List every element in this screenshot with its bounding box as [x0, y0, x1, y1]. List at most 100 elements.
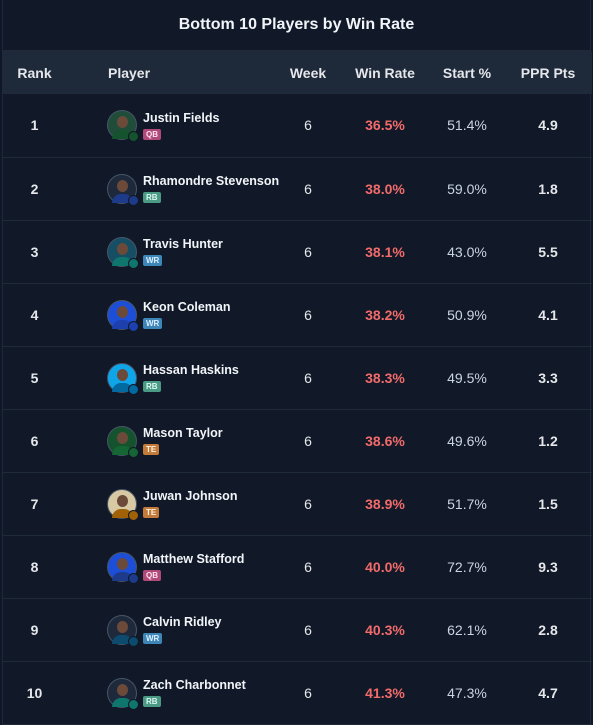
- player-cell: Juwan Johnson TE: [66, 472, 276, 535]
- player-cell: Mason Taylor TE: [66, 409, 276, 472]
- ppr-pts-cell: 1.2: [538, 432, 558, 449]
- player-name[interactable]: Calvin Ridley: [143, 615, 222, 629]
- table-body: 1 Justin Fields QB 6 36.5% 51.4% 4.9 2: [3, 94, 592, 724]
- position-badge: RB: [143, 192, 161, 203]
- ppr-pts-cell: 2.8: [538, 621, 558, 638]
- player-jersey-icon: [112, 634, 133, 644]
- position-badge: TE: [143, 444, 160, 455]
- player-info[interactable]: Matthew Stafford QB: [66, 551, 276, 584]
- position-badge: QB: [143, 128, 161, 140]
- table-row[interactable]: 1 Justin Fields QB 6 36.5% 51.4% 4.9: [3, 94, 592, 157]
- player-avatar: [107, 236, 139, 269]
- ppr-pts-cell: 9.3: [538, 558, 558, 575]
- player-info[interactable]: Travis Hunter WR: [66, 236, 276, 269]
- column-header-win-rate[interactable]: Win Rate: [355, 64, 415, 81]
- player-cell: Calvin Ridley WR: [66, 598, 276, 661]
- player-jersey-icon: [112, 571, 133, 581]
- start-pct-cell: 59.0%: [447, 180, 487, 197]
- column-header-week[interactable]: Week: [289, 64, 327, 81]
- player-avatar: [107, 614, 139, 647]
- team-logo-icon: [128, 635, 139, 647]
- position-badge: WR: [143, 255, 163, 266]
- column-header-rank[interactable]: Rank: [17, 64, 52, 81]
- week-cell: 6: [304, 558, 312, 575]
- player-name[interactable]: Justin Fields: [143, 110, 220, 125]
- player-jersey-icon: [112, 193, 133, 203]
- player-name[interactable]: Keon Coleman: [143, 300, 231, 314]
- player-name[interactable]: Juwan Johnson: [143, 489, 238, 503]
- player-jersey-icon: [112, 508, 133, 518]
- player-avatar: [107, 425, 139, 458]
- player-info[interactable]: Justin Fields QB: [66, 110, 276, 143]
- player-name[interactable]: Rhamondre Stevenson: [143, 174, 280, 188]
- players-table: Rank Player Week Win Rate Start % PPR Pt…: [3, 51, 592, 725]
- table-row[interactable]: 5 Hassan Haskins RB 6 38.3% 49.5% 3.3: [3, 346, 592, 409]
- player-info[interactable]: Calvin Ridley WR: [66, 614, 276, 647]
- team-logo-icon: [128, 383, 139, 395]
- column-header-ppr-pts[interactable]: PPR Pts: [520, 64, 576, 81]
- start-pct-cell: 62.1%: [447, 621, 487, 638]
- table-row[interactable]: 2 Rhamondre Stevenson RB 6 38.0% 59.0% 1…: [3, 157, 592, 220]
- team-logo-icon: [128, 509, 139, 521]
- player-head-icon: [117, 305, 128, 318]
- start-pct-cell: 50.9%: [447, 306, 487, 323]
- player-text: Rhamondre Stevenson RB: [143, 174, 279, 203]
- team-logo-icon: [128, 194, 139, 206]
- win-rate-cell: 38.9%: [365, 495, 405, 512]
- rank-cell: 4: [30, 306, 39, 323]
- player-avatar: [107, 551, 139, 584]
- player-name[interactable]: Matthew Stafford: [143, 552, 245, 566]
- team-logo-icon: [128, 320, 139, 332]
- table-row[interactable]: 10 Zach Charbonnet RB 6 41.3% 47.3% 4.7: [3, 661, 592, 724]
- week-cell: 6: [304, 369, 312, 386]
- rank-cell: 8: [30, 558, 39, 575]
- player-jersey-icon: [112, 256, 133, 266]
- week-cell: 6: [304, 684, 312, 701]
- player-info[interactable]: Zach Charbonnet RB: [66, 677, 276, 710]
- player-name[interactable]: Travis Hunter: [143, 237, 223, 251]
- table-row[interactable]: 6 Mason Taylor TE 6 38.6% 49.6% 1.2: [3, 409, 592, 472]
- position-badge: TE: [143, 507, 160, 518]
- table-row[interactable]: 9 Calvin Ridley WR 6 40.3% 62.1% 2.8: [3, 598, 592, 661]
- player-avatar: [107, 110, 139, 143]
- player-avatar: [107, 173, 139, 206]
- rank-cell: 6: [30, 432, 39, 449]
- player-name[interactable]: Zach Charbonnet: [143, 678, 246, 692]
- table-row[interactable]: 8 Matthew Stafford QB 6 40.0% 72.7% 9.3: [3, 535, 592, 598]
- position-badge: WR: [143, 318, 163, 329]
- player-head-icon: [117, 179, 128, 192]
- table-row[interactable]: 7 Juwan Johnson TE 6 38.9% 51.7% 1.5: [3, 472, 592, 535]
- table-row[interactable]: 3 Travis Hunter WR 6 38.1% 43.0% 5.5: [3, 220, 592, 283]
- player-info[interactable]: Mason Taylor TE: [66, 425, 276, 458]
- column-header-player[interactable]: Player: [108, 64, 151, 81]
- start-pct-cell: 49.6%: [447, 432, 487, 449]
- player-info[interactable]: Hassan Haskins RB: [66, 362, 276, 395]
- player-avatar: [107, 677, 139, 710]
- player-cell: Travis Hunter WR: [66, 220, 276, 283]
- player-info[interactable]: Rhamondre Stevenson RB: [66, 173, 279, 206]
- player-head-icon: [117, 494, 128, 507]
- rank-cell: 10: [26, 684, 43, 701]
- player-jersey-icon: [112, 445, 133, 455]
- win-rate-cell: 40.3%: [365, 621, 405, 638]
- player-cell: Justin Fields QB: [66, 94, 276, 157]
- ppr-pts-cell: 4.7: [538, 684, 558, 701]
- player-info[interactable]: Keon Coleman WR: [66, 299, 276, 332]
- week-cell: 6: [304, 621, 312, 638]
- start-pct-cell: 43.0%: [447, 243, 487, 260]
- player-jersey-icon: [112, 319, 133, 329]
- table-row[interactable]: 4 Keon Coleman WR 6 38.2% 50.9% 4.1: [3, 283, 592, 346]
- player-cell: Zach Charbonnet RB: [66, 661, 276, 724]
- player-info[interactable]: Juwan Johnson TE: [66, 488, 276, 521]
- rank-cell: 9: [30, 621, 39, 638]
- rank-cell: 5: [30, 369, 39, 386]
- team-logo-icon: [128, 698, 139, 710]
- team-logo-icon: [128, 131, 139, 143]
- column-header-start-pct[interactable]: Start %: [442, 64, 492, 81]
- player-head-icon: [117, 368, 128, 381]
- position-badge: RB: [143, 381, 161, 392]
- start-pct-cell: 49.5%: [447, 369, 487, 386]
- table-title: Bottom 10 Players by Win Rate: [3, 0, 590, 51]
- player-name[interactable]: Mason Taylor: [143, 426, 223, 440]
- player-name[interactable]: Hassan Haskins: [143, 363, 239, 377]
